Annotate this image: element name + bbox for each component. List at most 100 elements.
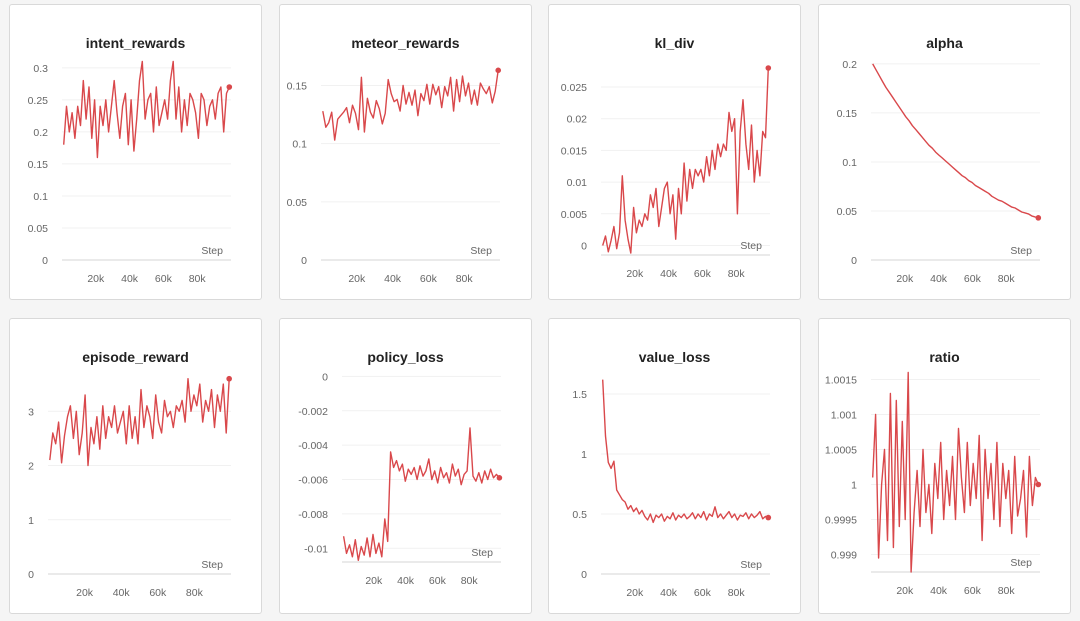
- chart-title: meteor_rewards: [351, 35, 460, 51]
- x-tick-label: 80k: [998, 273, 1016, 285]
- y-tick-label: 0.015: [561, 145, 587, 157]
- x-tick-label: 60k: [694, 268, 712, 280]
- y-tick-label: -0.004: [298, 440, 328, 452]
- x-axis-label: Step: [471, 547, 493, 559]
- x-tick-label: 40k: [384, 273, 402, 285]
- chart-title: alpha: [926, 35, 963, 51]
- y-tick-label: 0: [42, 255, 48, 267]
- chart-plot: 0 -0.002 -0.004 -0.006 -0.008 -0.01 20k 40k 60k 8…: [298, 371, 503, 587]
- y-tick-label: 1.001: [831, 410, 857, 422]
- y-tick-label: 0.05: [28, 223, 49, 235]
- x-tick-label: 80k: [728, 268, 746, 280]
- y-tick-label: 0.9995: [825, 515, 857, 527]
- y-tick-label: -0.006: [298, 475, 328, 487]
- x-tick-label: 20k: [896, 273, 914, 285]
- y-tick-label: 0: [581, 569, 587, 581]
- x-tick-label: 40k: [930, 273, 948, 285]
- chart-panel-alpha[interactable]: alpha 0 0.05 0.1 0.15 0.2 20k 40k 60k 80k Step: [818, 4, 1071, 300]
- y-tick-label: 1: [581, 449, 587, 461]
- x-tick-label: 40k: [121, 273, 139, 285]
- y-tick-label: 0: [28, 569, 34, 581]
- last-point-marker[interactable]: [226, 375, 232, 382]
- last-point-marker[interactable]: [1035, 481, 1042, 488]
- chart-title: intent_rewards: [85, 35, 186, 51]
- x-tick-label: 40k: [397, 575, 415, 587]
- chart-panel-policy-loss[interactable]: policy_loss 0 -0.002 -0.004 -0.006 -0.008 -0.0…: [279, 318, 532, 614]
- chart-panel-kl-div[interactable]: kl_div 0 0.005 0.01 0.015 0.02 0.025 20k 40k 60k 8…: [548, 4, 801, 300]
- x-tick-label: 20k: [76, 587, 94, 599]
- last-point-marker[interactable]: [496, 475, 503, 481]
- y-tick-label: 0: [301, 255, 307, 267]
- chart-plot: 0 0.005 0.01 0.015 0.02 0.025 20k 40k 60k 80k Step: [561, 65, 772, 280]
- x-tick-label: 20k: [365, 575, 383, 587]
- last-point-marker[interactable]: [765, 514, 772, 521]
- x-tick-label: 80k: [186, 587, 204, 599]
- series-line: [602, 379, 769, 524]
- y-tick-label: 0.999: [831, 550, 857, 562]
- x-tick-label: 60k: [964, 585, 982, 597]
- chart-panel-ratio[interactable]: ratio 0.999 0.9995 1 1.0005 1.001 1.0015 20k 40k…: [818, 318, 1071, 614]
- x-tick-label: 80k: [456, 273, 474, 285]
- y-tick-label: 0.2: [842, 59, 857, 71]
- chart-panel-value-loss[interactable]: value_loss 0 0.5 1 1.5 20k 40k 60k 80k Step: [548, 318, 801, 614]
- last-point-marker[interactable]: [495, 67, 502, 74]
- x-tick-label: 80k: [189, 273, 207, 285]
- chart-plot: 0 0.5 1 1.5 20k 40k 60k 80k Step: [572, 379, 772, 599]
- chart-plot: 0 0.05 0.1 0.15 20k 40k 60k 80k Step: [287, 67, 502, 285]
- x-tick-label: 60k: [420, 273, 438, 285]
- y-tick-label: 0: [581, 240, 587, 252]
- y-tick-label: 0.05: [837, 206, 858, 218]
- y-tick-label: 0.02: [567, 114, 588, 126]
- x-tick-label: 80k: [728, 587, 746, 599]
- x-tick-label: 60k: [149, 587, 167, 599]
- last-point-marker[interactable]: [765, 65, 772, 71]
- y-tick-label: 0.15: [28, 159, 49, 171]
- chart-panel-meteor-rewards[interactable]: meteor_rewards 0 0.05 0.1 0.15 20k 40k 60k 80k St…: [279, 4, 532, 300]
- x-tick-label: 60k: [964, 273, 982, 285]
- y-tick-label: -0.002: [298, 406, 328, 418]
- last-point-marker[interactable]: [1035, 215, 1042, 221]
- chart-title: policy_loss: [367, 349, 444, 365]
- series-line: [49, 378, 230, 467]
- y-tick-label: 0: [851, 255, 857, 267]
- x-axis-label: Step: [470, 245, 492, 257]
- x-tick-label: 20k: [626, 587, 644, 599]
- x-axis-label: Step: [1010, 557, 1032, 569]
- x-axis-label: Step: [201, 559, 223, 571]
- y-tick-label: 0.1: [292, 139, 307, 151]
- x-tick-label: 60k: [155, 273, 173, 285]
- chart-plot: 0 1 2 3 20k 40k 60k 80k Step: [28, 375, 232, 599]
- y-tick-label: 1: [28, 515, 34, 527]
- x-axis-label: Step: [740, 559, 762, 571]
- y-tick-label: 0.005: [561, 209, 587, 221]
- series-line: [872, 371, 1039, 573]
- series-line: [872, 63, 1039, 219]
- x-tick-label: 40k: [660, 587, 678, 599]
- x-tick-label: 20k: [626, 268, 644, 280]
- chart-panel-intent-rewards[interactable]: intent_rewards 0 0.05 0.1 0.15 0.2 0.25 0.3 20k 4…: [9, 4, 262, 300]
- y-tick-label: 0.15: [287, 80, 308, 92]
- y-tick-label: 1: [851, 480, 857, 492]
- x-tick-label: 40k: [930, 585, 948, 597]
- y-tick-label: 0.1: [33, 191, 48, 203]
- last-point-marker[interactable]: [226, 84, 233, 90]
- chart-title: kl_div: [654, 35, 695, 51]
- y-tick-label: 2: [28, 461, 34, 473]
- y-tick-label: 0.1: [842, 157, 857, 169]
- chart-plot: 0 0.05 0.1 0.15 0.2 20k 40k 60k 80k Step: [837, 59, 1042, 285]
- x-axis-label: Step: [740, 240, 762, 252]
- chart-panel-episode-reward[interactable]: episode_reward 0 1 2 3 20k 40k 60k 80k Step: [9, 318, 262, 614]
- x-axis-label: Step: [201, 245, 223, 257]
- x-tick-label: 20k: [896, 585, 914, 597]
- y-tick-label: 1.5: [572, 389, 587, 401]
- y-tick-label: 0.3: [33, 63, 48, 75]
- x-tick-label: 80k: [998, 585, 1016, 597]
- series-line: [63, 60, 230, 159]
- y-tick-label: 3: [28, 406, 34, 418]
- y-tick-label: -0.008: [298, 509, 328, 521]
- y-tick-label: 1.0015: [825, 375, 857, 387]
- chart-title: episode_reward: [82, 349, 189, 365]
- chart-title: value_loss: [638, 349, 711, 365]
- y-tick-label: 0.01: [567, 177, 588, 189]
- chart-plot: 0.999 0.9995 1 1.0005 1.001 1.0015 20k 40k 60k 80…: [825, 371, 1042, 597]
